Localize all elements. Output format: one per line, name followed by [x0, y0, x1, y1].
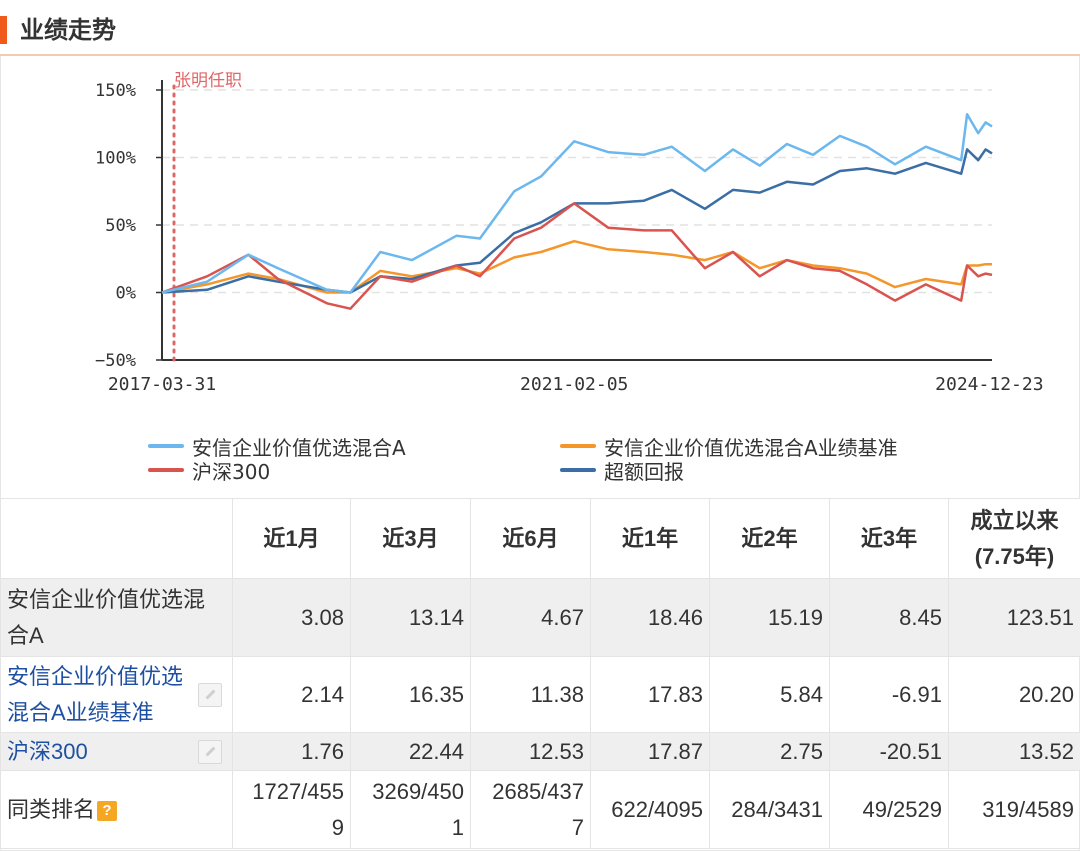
legend-swatch-csi300: [148, 468, 184, 472]
legend-label-fund: 安信企业价值优选混合A: [192, 435, 406, 460]
cell-value: 15.19: [709, 578, 830, 657]
edit-icon[interactable]: [198, 739, 222, 764]
returns-table: 近1月 近3月 近6月 近1年 近2年 近3年 成立以来 (7.75年) 安信企…: [0, 498, 1080, 849]
table-row-rank: 同类排名? 1727/455 9 3269/450 1 2685/437 7 6…: [0, 770, 1080, 849]
rank-cell: 284/3431: [709, 770, 830, 849]
performance-chart: −50% 0% 50% 100% 150% 2017-03-31 2021-02-05 202…: [95, 71, 1044, 395]
header-2y: 近2年: [709, 498, 830, 579]
legend-item-excess[interactable]: 超额回报: [560, 458, 684, 484]
header-since-line1: 成立以来: [970, 507, 1059, 533]
header-3m: 近3月: [350, 498, 471, 579]
rank-cell: 319/4589: [948, 770, 1080, 849]
header-since-line2: (7.75年): [974, 543, 1055, 569]
y-tick-label: 150%: [95, 81, 136, 101]
table-row: 安信企业价值优选混 合A 3.08 13.14 4.67 18.46 15.19…: [0, 578, 1080, 657]
row-name-line: 沪深300: [7, 738, 88, 764]
y-tick-label: 50%: [105, 216, 136, 236]
y-tick-label: −50%: [95, 351, 136, 371]
section-title: 业绩走势: [20, 16, 116, 44]
cell-value: 3.08: [232, 578, 351, 657]
row-name-csi300[interactable]: 沪深300: [0, 732, 233, 771]
row-name-line: 安信企业价值优选混: [7, 586, 206, 612]
header-since-inception: 成立以来 (7.75年): [948, 498, 1080, 579]
rank-line: 3269/450: [372, 778, 464, 804]
rank-label-cell: 同类排名?: [0, 770, 233, 849]
legend-swatch-benchmark: [560, 444, 596, 448]
legend-item-benchmark[interactable]: 安信企业价值优选混合A业绩基准: [560, 434, 898, 460]
cell-value: 17.83: [590, 656, 710, 733]
cell-value: 20.20: [948, 656, 1080, 733]
row-name-benchmark[interactable]: 安信企业价值优选 混合A业绩基准: [0, 656, 233, 733]
cell-value: -20.51: [829, 732, 949, 771]
rank-cell: 1727/455 9: [232, 770, 351, 849]
cell-value: 13.52: [948, 732, 1080, 771]
cell-value: 4.67: [470, 578, 591, 657]
cell-value: 11.38: [470, 656, 591, 733]
cell-value: 2.75: [709, 732, 830, 771]
cell-value: 5.84: [709, 656, 830, 733]
chart-legend: 安信企业价值优选混合A 安信企业价值优选混合A业绩基准 沪深300 超额回报: [0, 432, 1080, 492]
x-tick-label: 2021-02-05: [520, 374, 628, 395]
legend-label-benchmark: 安信企业价值优选混合A业绩基准: [604, 435, 898, 460]
legend-item-fund[interactable]: 安信企业价值优选混合A: [148, 434, 406, 460]
cell-value: 2.14: [232, 656, 351, 733]
x-tick-label: 2017-03-31: [108, 374, 216, 395]
rank-line: 1727/455: [252, 778, 344, 804]
cell-value: 1.76: [232, 732, 351, 771]
cell-value: 123.51: [948, 578, 1080, 657]
rank-line: 2685/437: [492, 778, 584, 804]
section-header: 业绩走势: [0, 0, 1080, 56]
rank-line: 1: [451, 814, 464, 840]
cell-value: 12.53: [470, 732, 591, 771]
header-1y: 近1年: [590, 498, 710, 579]
row-name-line: 合A: [7, 622, 44, 648]
rank-cell: 2685/437 7: [470, 770, 591, 849]
row-name-line: 安信企业价值优选: [7, 663, 184, 689]
legend-swatch-fund: [148, 444, 184, 448]
table-row: 沪深300 1.76 22.44 12.53 17.87 2.75 -20.51…: [0, 732, 1080, 771]
legend-label-csi300: 沪深300: [192, 459, 271, 484]
rank-line: 7: [571, 814, 584, 840]
header-empty-cell: [0, 498, 233, 579]
edit-icon[interactable]: [198, 682, 222, 707]
cell-value: 8.45: [829, 578, 949, 657]
cell-value: 13.14: [350, 578, 471, 657]
manager-start-label: 张明任职: [174, 71, 242, 91]
cell-value: 17.87: [590, 732, 710, 771]
header-1m: 近1月: [232, 498, 351, 579]
rank-label: 同类排名: [7, 796, 96, 822]
legend-label-excess: 超额回报: [604, 459, 684, 484]
legend-item-csi300[interactable]: 沪深300: [148, 458, 271, 484]
row-name-line: 混合A业绩基准: [7, 699, 154, 725]
series-line-fund: [161, 113, 993, 294]
y-tick-label: 100%: [95, 149, 136, 169]
y-tick-label: 0%: [116, 284, 136, 304]
cell-value: 16.35: [350, 656, 471, 733]
header-6m: 近6月: [470, 498, 591, 579]
row-name-fund: 安信企业价值优选混 合A: [0, 578, 233, 657]
series-line-csi300: [161, 202, 993, 310]
cell-value: 18.46: [590, 578, 710, 657]
rank-cell: 3269/450 1: [350, 770, 471, 849]
rank-cell: 622/4095: [590, 770, 710, 849]
legend-swatch-excess: [560, 468, 596, 472]
header-3y: 近3年: [829, 498, 949, 579]
cell-value: -6.91: [829, 656, 949, 733]
rank-line: 9: [331, 814, 344, 840]
cell-value: 22.44: [350, 732, 471, 771]
table-row: 安信企业价值优选 混合A业绩基准 2.14 16.35 11.38 17.83 …: [0, 656, 1080, 733]
header-accent-bar: [0, 16, 7, 44]
x-tick-label: 2024-12-23: [935, 374, 1043, 395]
table-header-row: 近1月 近3月 近6月 近1年 近2年 近3年 成立以来 (7.75年): [0, 498, 1080, 579]
question-icon[interactable]: ?: [97, 800, 118, 821]
rank-cell: 49/2529: [829, 770, 949, 849]
